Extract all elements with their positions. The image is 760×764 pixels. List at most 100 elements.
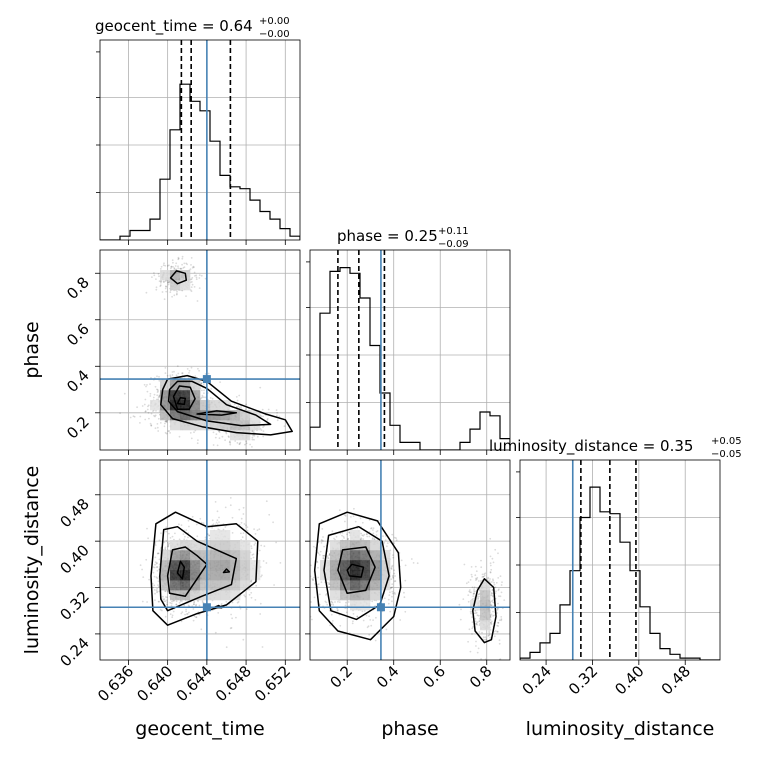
sample-point: [172, 374, 174, 376]
sample-point: [477, 652, 479, 654]
sample-point: [252, 431, 254, 433]
sample-point: [264, 545, 266, 547]
sample-point: [240, 406, 242, 408]
sample-point: [393, 573, 395, 575]
sample-point: [478, 615, 480, 617]
sample-point: [165, 600, 167, 602]
sample-point: [142, 576, 144, 578]
sample-point: [219, 381, 221, 383]
sample-point: [362, 610, 364, 612]
sample-point: [124, 393, 126, 395]
sample-point: [353, 613, 355, 615]
sample-point: [417, 562, 419, 564]
sample-point: [355, 521, 357, 523]
sample-point: [171, 601, 173, 603]
sample-point: [175, 262, 177, 264]
sample-point: [169, 374, 171, 376]
sample-point: [234, 440, 236, 442]
sample-point: [156, 394, 158, 396]
sample-point: [404, 611, 406, 613]
sample-point: [391, 578, 393, 580]
sample-point: [240, 533, 242, 535]
sample-point: [336, 536, 338, 538]
sample-point: [167, 542, 169, 544]
sample-point: [174, 533, 176, 535]
sample-point: [190, 432, 192, 434]
sample-point: [184, 614, 186, 616]
sample-point: [288, 599, 290, 601]
sample-point: [284, 425, 286, 427]
sample-point: [231, 627, 233, 629]
sample-point: [241, 518, 243, 520]
sample-point: [225, 601, 227, 603]
sample-point: [494, 635, 496, 637]
sample-point: [150, 423, 152, 425]
sample-point: [360, 537, 362, 539]
sample-point: [485, 636, 487, 638]
sample-point: [356, 616, 358, 618]
density-layer: [100, 460, 300, 660]
sample-point: [392, 554, 394, 556]
sample-point: [474, 618, 476, 620]
sample-point: [245, 440, 247, 442]
sample-point: [320, 551, 322, 553]
sample-point: [488, 632, 490, 634]
sample-point: [172, 259, 174, 261]
sample-point: [165, 285, 167, 287]
sample-point: [172, 451, 174, 453]
sample-point: [306, 575, 308, 577]
sample-point: [459, 604, 461, 606]
sample-point: [262, 436, 264, 438]
sample-point: [376, 534, 378, 536]
sample-point: [238, 405, 240, 407]
sample-point: [311, 578, 313, 580]
sample-point: [345, 515, 347, 517]
sample-point: [210, 397, 212, 399]
sample-point: [156, 566, 158, 568]
sample-point: [155, 427, 157, 429]
scatter-points: [288, 508, 505, 662]
sample-point: [491, 621, 493, 623]
sample-point: [191, 438, 193, 440]
sample-point: [501, 584, 503, 586]
sample-point: [477, 598, 479, 600]
sample-point: [498, 595, 500, 597]
sample-point: [165, 291, 167, 293]
sample-point: [222, 436, 224, 438]
density-cell: [180, 580, 190, 590]
sample-point: [170, 537, 172, 539]
sample-point: [277, 419, 279, 421]
sample-point: [261, 429, 263, 431]
panel-phase-vs-geocent-time: [100, 250, 300, 457]
sample-point: [119, 412, 121, 414]
sample-point: [203, 384, 205, 386]
sample-point: [224, 439, 226, 441]
sample-point: [345, 605, 347, 607]
sample-point: [203, 392, 205, 394]
sample-point: [476, 570, 478, 572]
sample-point: [495, 590, 497, 592]
hist-step-phase: [310, 268, 510, 450]
sample-point: [307, 609, 309, 611]
sample-point: [348, 601, 350, 603]
sample-point: [145, 399, 147, 401]
sample-point: [153, 566, 155, 568]
sample-point: [467, 641, 469, 643]
sample-point: [362, 522, 364, 524]
sample-point: [262, 646, 264, 648]
sample-point: [497, 631, 499, 633]
sample-point: [368, 625, 370, 627]
sample-point: [154, 576, 156, 578]
sample-point: [249, 444, 251, 446]
sample-point: [491, 581, 493, 583]
sample-point: [170, 613, 172, 615]
sample-point: [154, 416, 156, 418]
sample-point: [494, 584, 496, 586]
sample-point: [252, 437, 254, 439]
sample-point: [179, 436, 181, 438]
sample-point: [156, 286, 158, 288]
sample-point: [468, 591, 470, 593]
sample-point: [386, 629, 388, 631]
panel-luminosity-distance-vs-geocent-time: [100, 460, 300, 660]
